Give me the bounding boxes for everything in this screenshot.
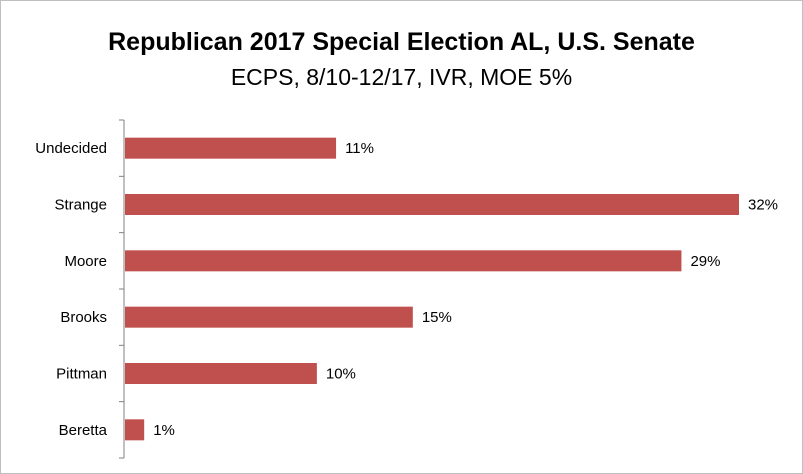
category-label-brooks: Brooks [60,309,107,326]
data-label-beretta: 1% [153,422,175,439]
data-label-undecided: 11% [345,140,374,157]
chart-title: Republican 2017 Special Election AL, U.S… [108,28,695,56]
data-labels: 11% 32% 29% 15% 10% 1% [153,140,778,439]
category-label-undecided: Undecided [35,140,107,157]
data-label-moore: 29% [690,253,720,270]
category-axis-ticks [119,119,124,459]
category-label-strange: Strange [54,197,107,214]
bar-beretta [125,419,145,441]
data-label-strange: 32% [748,197,778,214]
chart-subtitle: ECPS, 8/10-12/17, IVR, MOE 5% [230,64,573,90]
category-label-beretta: Beretta [59,422,108,439]
category-label-pittman: Pittman [56,366,107,383]
bar-pittman [125,363,317,384]
bars [125,137,739,441]
category-label-moore: Moore [64,253,107,270]
bar-brooks [125,306,413,328]
data-label-pittman: 10% [326,366,356,383]
bar-moore [125,250,682,272]
bar-strange [125,194,739,215]
data-label-brooks: 15% [422,309,452,326]
category-labels: Undecided Strange Moore Brooks Pittman Berett… [35,140,107,439]
bar-undecided [125,137,337,159]
